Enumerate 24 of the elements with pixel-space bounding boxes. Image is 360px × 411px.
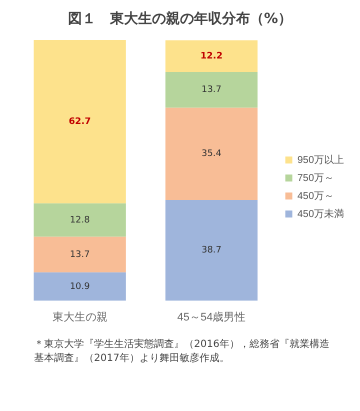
data-label: 62.7 <box>68 117 91 128</box>
data-label: 13.7 <box>70 250 90 260</box>
data-label: 12.8 <box>70 215 90 226</box>
legend-label: 450万未満 <box>297 208 344 220</box>
data-label: 13.7 <box>201 85 222 96</box>
bar <box>34 236 126 272</box>
x-tick-label: 45～54歳男性 <box>177 310 246 324</box>
x-tick-label: 東大生の親 <box>52 310 108 324</box>
bar <box>165 200 258 301</box>
bar <box>34 272 126 301</box>
bar <box>165 108 258 200</box>
bar <box>34 40 126 204</box>
data-label: 10.9 <box>70 282 90 292</box>
legend-label: 750万～ <box>297 172 334 184</box>
bar <box>34 203 126 237</box>
data-label: 38.7 <box>201 246 222 256</box>
bar <box>165 40 258 72</box>
text: ＊東京大学『学生生活実態調査』（2016年），総務省『就業構造基本調査』（2017年）より舞田敏彦作成。 <box>34 338 330 366</box>
legend-label: 950万以上 <box>297 154 344 166</box>
data-label: 35.4 <box>201 149 222 160</box>
bar <box>165 72 258 108</box>
chart-title: 図１ 東大生の親の年収分布（%） <box>66 10 294 29</box>
legend-label: 450万～ <box>297 190 334 202</box>
data-label: 12.2 <box>200 51 223 62</box>
